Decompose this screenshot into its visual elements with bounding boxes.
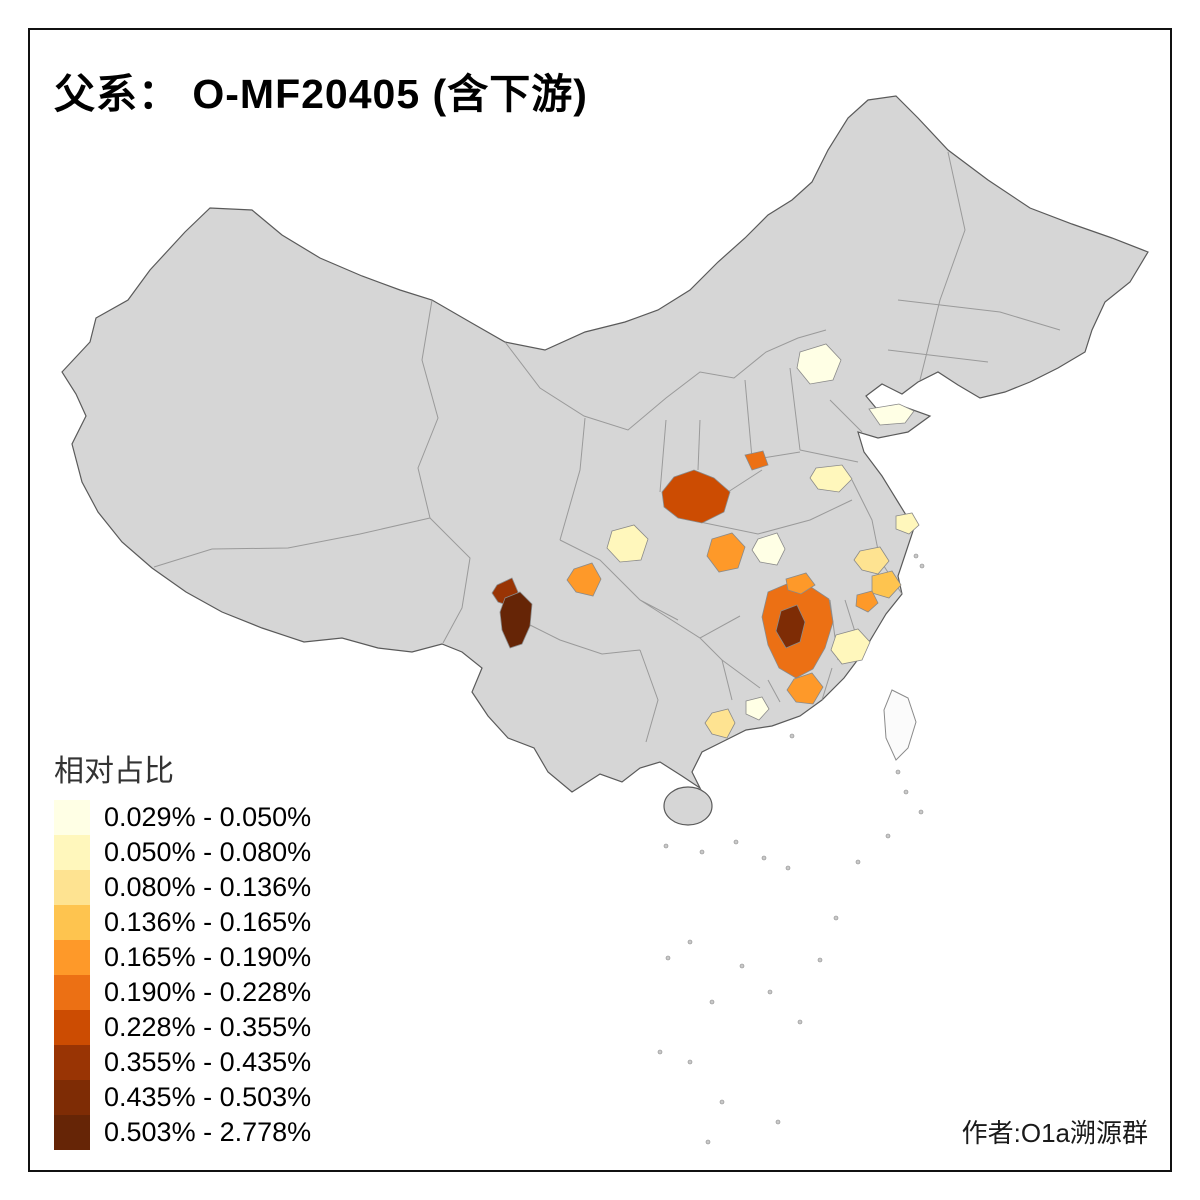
region-northwest-yunnan-dark bbox=[499, 591, 533, 649]
legend-swatch bbox=[54, 905, 90, 940]
legend-swatch bbox=[54, 870, 90, 905]
region-central-henan-pale bbox=[809, 464, 853, 493]
legend-label: 0.029% - 0.050% bbox=[104, 802, 312, 832]
region-east-jiangxi-pale bbox=[830, 628, 871, 665]
legend-label: 0.136% - 0.165% bbox=[104, 907, 312, 937]
china-mainland bbox=[61, 95, 1149, 793]
author-credit: 作者:O1a溯源群 bbox=[961, 1118, 1148, 1148]
region-south-shanxi-small bbox=[744, 450, 769, 471]
region-central-hubei-pale bbox=[751, 532, 786, 566]
legend-label: 0.080% - 0.136% bbox=[104, 872, 312, 902]
legend-label: 0.190% - 0.228% bbox=[104, 977, 312, 1007]
legend-swatch bbox=[54, 940, 90, 975]
region-north-zhejiang-yellow bbox=[853, 546, 890, 575]
legend: 相对占比 0.029% - 0.050% 0.050% - 0.080% 0.080… bbox=[54, 746, 311, 1150]
region-west-hubei-orange bbox=[706, 532, 746, 573]
region-north-sichuan-pale bbox=[606, 524, 649, 563]
legend-label: 0.355% - 0.435% bbox=[104, 1047, 312, 1077]
region-east-guangxi-tan bbox=[704, 708, 736, 739]
legend-row: 0.503% - 2.778% bbox=[54, 1115, 311, 1150]
legend-swatch bbox=[54, 1080, 90, 1115]
legend-entries: 0.029% - 0.050% 0.050% - 0.080% 0.080% - 0… bbox=[54, 800, 311, 1150]
hainan-island bbox=[663, 786, 713, 826]
legend-label: 0.228% - 0.355% bbox=[104, 1012, 312, 1042]
legend-row: 0.080% - 0.136% bbox=[54, 870, 311, 905]
region-south-shaanxi bbox=[661, 469, 731, 524]
legend-swatch bbox=[54, 800, 90, 835]
choropleth-regions bbox=[491, 343, 920, 739]
legend-row: 0.190% - 0.228% bbox=[54, 975, 311, 1010]
legend-row: 0.435% - 0.503% bbox=[54, 1080, 311, 1115]
legend-label: 0.165% - 0.190% bbox=[104, 942, 312, 972]
legend-swatch bbox=[54, 835, 90, 870]
legend-row: 0.050% - 0.080% bbox=[54, 835, 311, 870]
legend-swatch bbox=[54, 975, 90, 1010]
legend-swatch bbox=[54, 1010, 90, 1045]
region-east-zhejiang-tan bbox=[871, 570, 902, 599]
region-shanghai-area-pale bbox=[895, 512, 920, 535]
taiwan-island bbox=[883, 689, 917, 761]
legend-label: 0.503% - 2.778% bbox=[104, 1117, 312, 1147]
legend-row: 0.165% - 0.190% bbox=[54, 940, 311, 975]
legend-row: 0.228% - 0.355% bbox=[54, 1010, 311, 1045]
legend-title: 相对占比 bbox=[54, 755, 174, 788]
legend-swatch bbox=[54, 1115, 90, 1150]
legend-row: 0.029% - 0.050% bbox=[54, 800, 311, 835]
legend-swatch bbox=[54, 1045, 90, 1080]
south-china-sea-islands bbox=[657, 553, 925, 1145]
legend-row: 0.136% - 0.165% bbox=[54, 905, 311, 940]
region-hunan-inner-dark bbox=[775, 604, 806, 649]
region-south-jiangxi-orange bbox=[786, 672, 824, 705]
legend-label: 0.435% - 0.503% bbox=[104, 1082, 312, 1112]
legend-row: 0.355% - 0.435% bbox=[54, 1045, 311, 1080]
region-west-zhejiang-orange bbox=[855, 590, 879, 613]
region-shandong-peninsula-pale bbox=[868, 403, 915, 426]
region-chengdu-orange bbox=[566, 562, 602, 597]
region-hunan-north-orange bbox=[785, 572, 816, 595]
region-beijing-area-pale bbox=[796, 343, 842, 385]
legend-label: 0.050% - 0.080% bbox=[104, 837, 312, 867]
region-guangdong-pale bbox=[745, 696, 770, 721]
plot-title: 父系： O-MF20405 (含下游) bbox=[54, 71, 588, 117]
